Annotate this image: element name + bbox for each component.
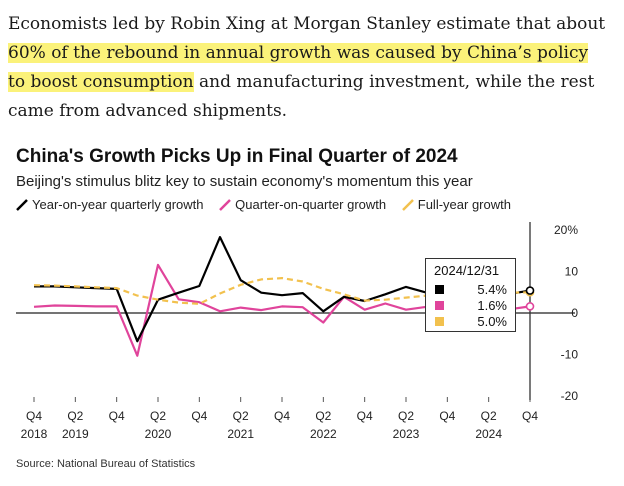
hover-marker-yoy [525,286,535,295]
chart-title: China's Growth Picks Up in Final Quarter… [16,146,458,167]
x-tick-label: Q4 [109,409,125,423]
x-tick-year-label: 2022 [310,427,337,441]
y-tick-label: 10 [565,265,579,279]
x-tick-label: Q4 [439,409,455,423]
x-tick-year-label: 2018 [21,427,48,441]
x-tick-label: Q2 [398,409,414,423]
x-tick-label: Q2 [481,409,497,423]
x-tick-label: Q4 [26,409,42,423]
legend-swatch-fullyear [401,199,414,211]
tooltip-row-fullyear: 5.0% [426,314,515,330]
x-tick-label: Q4 [274,409,290,423]
x-tick-label: Q2 [150,409,166,423]
x-tick-year-label: 2019 [62,427,89,441]
tooltip-date: 2024/12/31 [434,263,500,278]
hover-tooltip: 2024/12/31 5.4% 1.6% 5.0% [425,258,516,332]
x-tick-label: Q2 [67,409,83,423]
y-tick-label: -10 [561,348,579,362]
x-tick-label: Q2 [233,409,249,423]
x-tick-year-label: 2024 [475,427,502,441]
chart-legend: Year-on-year quarterly growth Quarter-on… [16,197,523,212]
tooltip-swatch-yoy [435,285,444,294]
tooltip-value-qoq: 1.6% [477,298,507,313]
tooltip-row-qoq: 1.6% [426,298,515,314]
x-tick-label: Q2 [315,409,331,423]
tooltip-value-yoy: 5.4% [477,282,507,297]
legend-item-fullyear[interactable]: Full-year growth [401,197,511,212]
x-tick-label: Q4 [357,409,373,423]
legend-item-yoy[interactable]: Year-on-year quarterly growth [16,197,204,212]
legend-item-qoq[interactable]: Quarter-on-quarter growth [219,197,386,212]
tooltip-swatch-qoq [435,301,444,310]
source-note: Source: National Bureau of Statistics [16,458,196,470]
legend-label-yoy: Year-on-year quarterly growth [32,197,204,212]
legend-swatch-yoy [16,199,28,211]
legend-label-qoq: Quarter-on-quarter growth [235,197,387,212]
x-tick-year-label: 2023 [393,427,420,441]
legend-swatch-qoq [219,199,232,211]
x-tick-label: Q4 [522,409,538,423]
chart-subtitle: Beijing's stimulus blitz key to sustain … [16,173,473,190]
article-paragraph: Economists led by Robin Xing at Morgan S… [8,10,608,126]
x-tick-year-label: 2021 [227,427,254,441]
tooltip-swatch-fullyear [435,317,444,326]
x-tick-label: Q4 [191,409,207,423]
tooltip-row-yoy: 5.4% [426,282,515,298]
y-tick-label: -20 [561,389,579,403]
article-text-start: Economists led by Robin Xing at Morgan S… [8,14,606,34]
hover-marker-qoq [525,302,535,311]
y-tick-label: 20% [554,223,578,237]
y-tick-label: 0 [571,306,578,320]
x-tick-year-label: 2020 [145,427,172,441]
article-text-end: and manufacturing investment, while the … [8,72,595,121]
tooltip-value-fullyear: 5.0% [477,314,507,329]
legend-label-fullyear: Full-year growth [417,197,511,212]
